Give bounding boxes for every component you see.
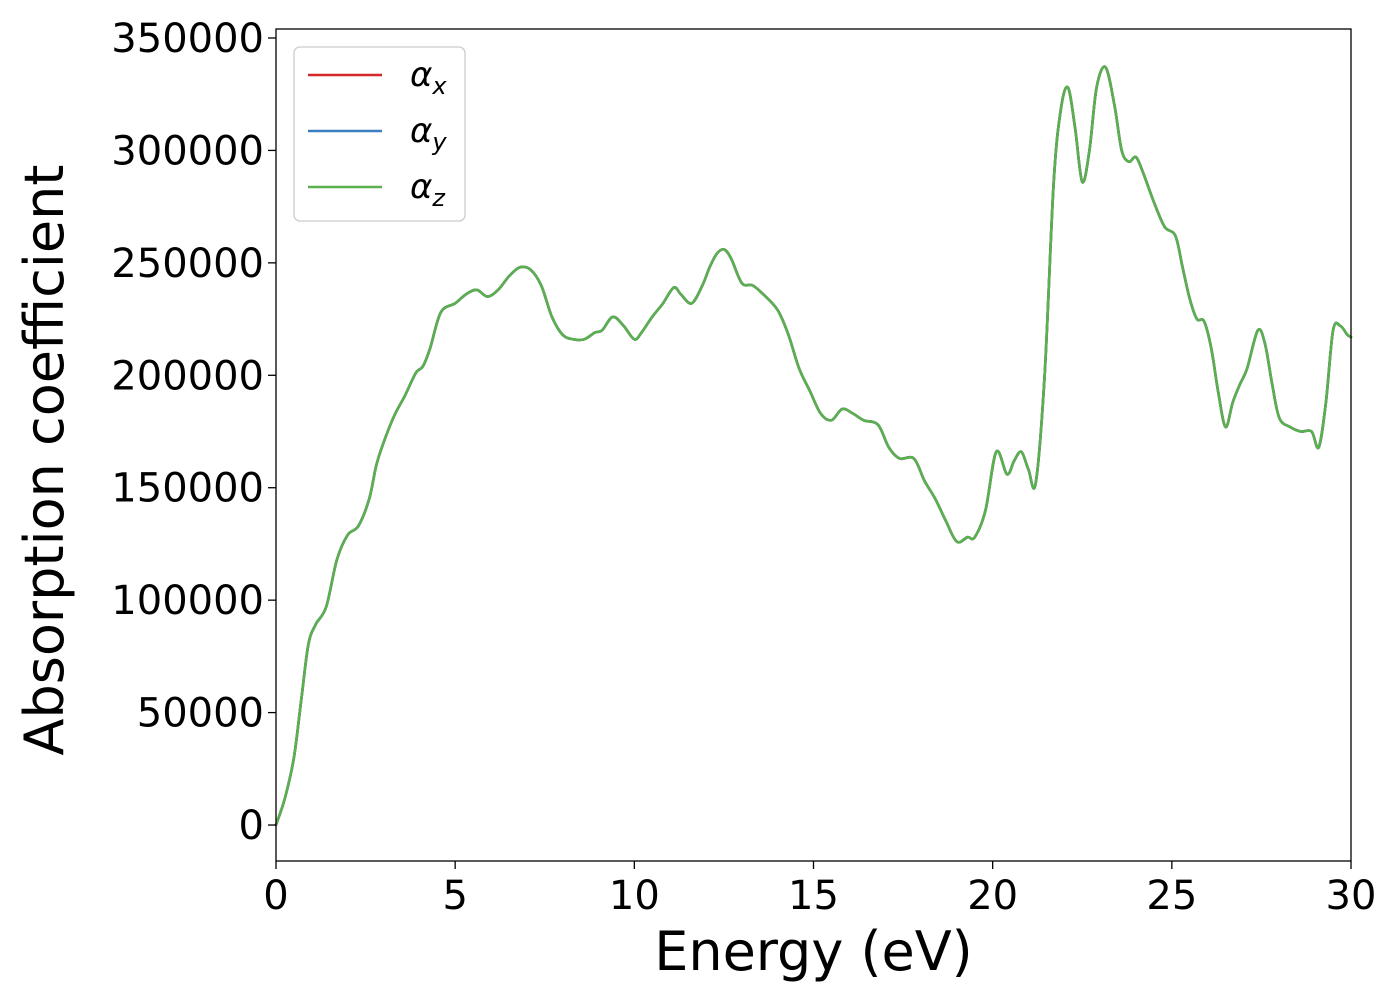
legend-entry-alpha-x: αx — [308, 55, 447, 100]
legend-frame — [293, 46, 466, 222]
y-tick-label: 50000 — [137, 691, 264, 737]
x-tick-label: 15 — [788, 873, 839, 919]
y-tick-label: 200000 — [111, 353, 264, 399]
y-tick-label: 0 — [239, 803, 264, 849]
series-line-alpha-z — [274, 65, 1353, 827]
y-axis-ticks: 0 50000 100000 150000 200000 250000 300000 3500… — [111, 16, 276, 849]
legend-label: αz — [410, 167, 446, 212]
y-tick-label: 350000 — [111, 16, 264, 62]
x-axis-title: Energy (eV) — [654, 920, 973, 983]
x-tick-label: 20 — [967, 873, 1018, 919]
y-tick-label: 250000 — [111, 241, 264, 287]
x-tick-label: 25 — [1146, 873, 1197, 919]
legend-label: αx — [410, 55, 447, 100]
legend-entry-alpha-z: αz — [308, 167, 446, 212]
x-tick-label: 10 — [609, 873, 660, 919]
x-tick-label: 30 — [1326, 873, 1377, 919]
x-tick-label: 5 — [442, 873, 467, 919]
y-tick-label: 150000 — [111, 466, 264, 512]
x-tick-label: 0 — [263, 873, 288, 919]
legend-entry-alpha-y: αy — [308, 111, 447, 156]
legend: αx αy αz — [293, 46, 466, 222]
series-layer — [274, 65, 1353, 827]
y-tick-label: 100000 — [111, 578, 264, 624]
legend-label: αy — [410, 111, 447, 156]
x-axis-ticks: 0 5 10 15 20 25 30 — [263, 861, 1376, 919]
y-tick-label: 300000 — [111, 128, 264, 174]
y-axis-title: Absorption coefficient — [13, 165, 76, 756]
